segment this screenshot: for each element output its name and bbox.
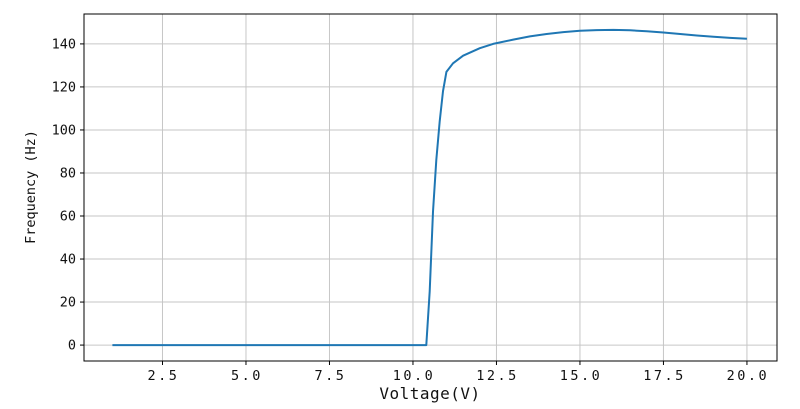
x-axis-label: Voltage(V) <box>379 384 480 403</box>
x-tick-label: 17.5 <box>643 368 686 384</box>
y-tick-label: 20 <box>60 295 76 311</box>
y-tick-label: 0 <box>68 338 76 354</box>
x-tick-label: 12.5 <box>476 368 519 384</box>
y-tick-label: 120 <box>52 79 76 95</box>
x-tick-label: 2.5 <box>148 368 180 384</box>
x-tick-label: 7.5 <box>315 368 347 384</box>
x-tick-label: 10.0 <box>393 368 436 384</box>
y-tick-label: 40 <box>60 251 76 267</box>
y-axis-label: Frequency (Hz) <box>23 130 39 244</box>
frequency-curve <box>112 28 747 347</box>
y-tick-label: 100 <box>52 122 76 138</box>
series-layer <box>112 28 747 347</box>
y-tick-label: 60 <box>60 208 76 224</box>
x-tick-label: 15.0 <box>560 368 603 384</box>
y-tick-label: 140 <box>52 36 76 52</box>
axes-layer: 2.5 5.0 7.5 10.0 12.5 15.0 17.5 20.0 0 20 40 60 80 10… <box>52 13 778 384</box>
plot-border <box>83 13 778 362</box>
y-tick-label: 80 <box>60 165 76 181</box>
x-tick-label: 5.0 <box>231 368 263 384</box>
grid-layer <box>84 14 777 361</box>
x-tick-label: 20.0 <box>727 368 770 384</box>
